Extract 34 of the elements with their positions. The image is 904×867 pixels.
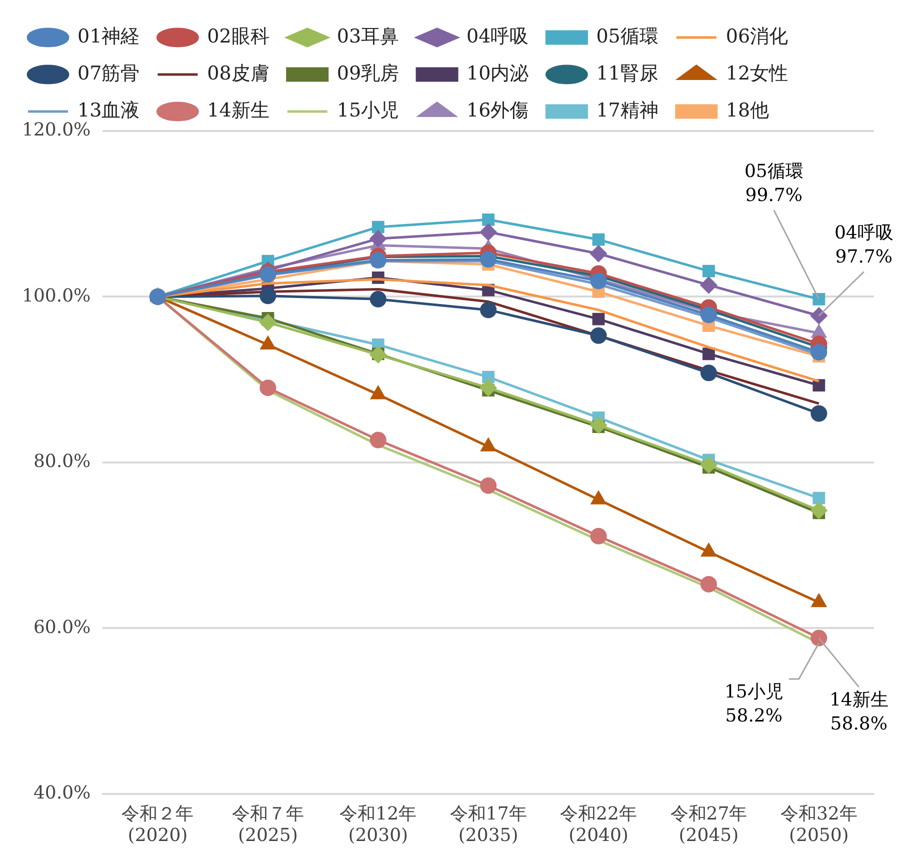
x-tick-label: 令和７年 (2025) — [232, 803, 304, 846]
x-tick-label: 令和２年 (2020) — [122, 803, 194, 846]
annotation: 05循環 99.7% — [744, 160, 804, 206]
x-tick-label: 令和22年 (2040) — [560, 803, 637, 846]
annotation: 04呼吸 97.7% — [834, 222, 894, 268]
legend-label: 09乳房 — [336, 62, 400, 84]
legend-label: 07筋骨 — [78, 62, 140, 84]
x-tick-label: 令和27年 (2045) — [670, 803, 748, 846]
legend-label: 06消化 — [726, 25, 788, 48]
legend-label: 11腎尿 — [596, 62, 658, 84]
y-tick-label: 120.0% — [22, 120, 91, 141]
y-tick-label: 100.0% — [22, 285, 91, 306]
legend-label: 13血液 — [78, 99, 140, 122]
legend-label: 05循環 — [596, 25, 658, 48]
legend-label: 18他 — [726, 99, 770, 122]
legend-label: 03耳鼻 — [336, 25, 400, 48]
legend-label: 02眼科 — [207, 25, 270, 48]
legend-label: 04呼吸 — [466, 25, 529, 48]
legend-label: 16外傷 — [466, 99, 529, 122]
y-tick-label: 40.0% — [33, 782, 91, 804]
legend-label: 08皮膚 — [207, 62, 270, 84]
annotation: 15小児 58.2% — [724, 682, 784, 727]
x-tick-label: 令和12年 (2030) — [340, 803, 417, 846]
legend-label: 12女性 — [726, 62, 788, 84]
annotation: 14新生 58.8% — [829, 690, 888, 735]
x-tick-label: 令和17年 (2035) — [450, 803, 527, 846]
x-tick-label: 令和32年 (2050) — [780, 803, 858, 846]
legend-label: 17精神 — [596, 99, 658, 122]
legend-label: 01神経 — [78, 25, 140, 48]
y-tick-label: 80.0% — [33, 451, 91, 472]
y-tick-label: 60.0% — [33, 616, 91, 638]
legend-label: 10内泌 — [466, 62, 529, 84]
legend-label: 15小児 — [336, 99, 400, 122]
legend-label: 14新生 — [207, 99, 270, 122]
